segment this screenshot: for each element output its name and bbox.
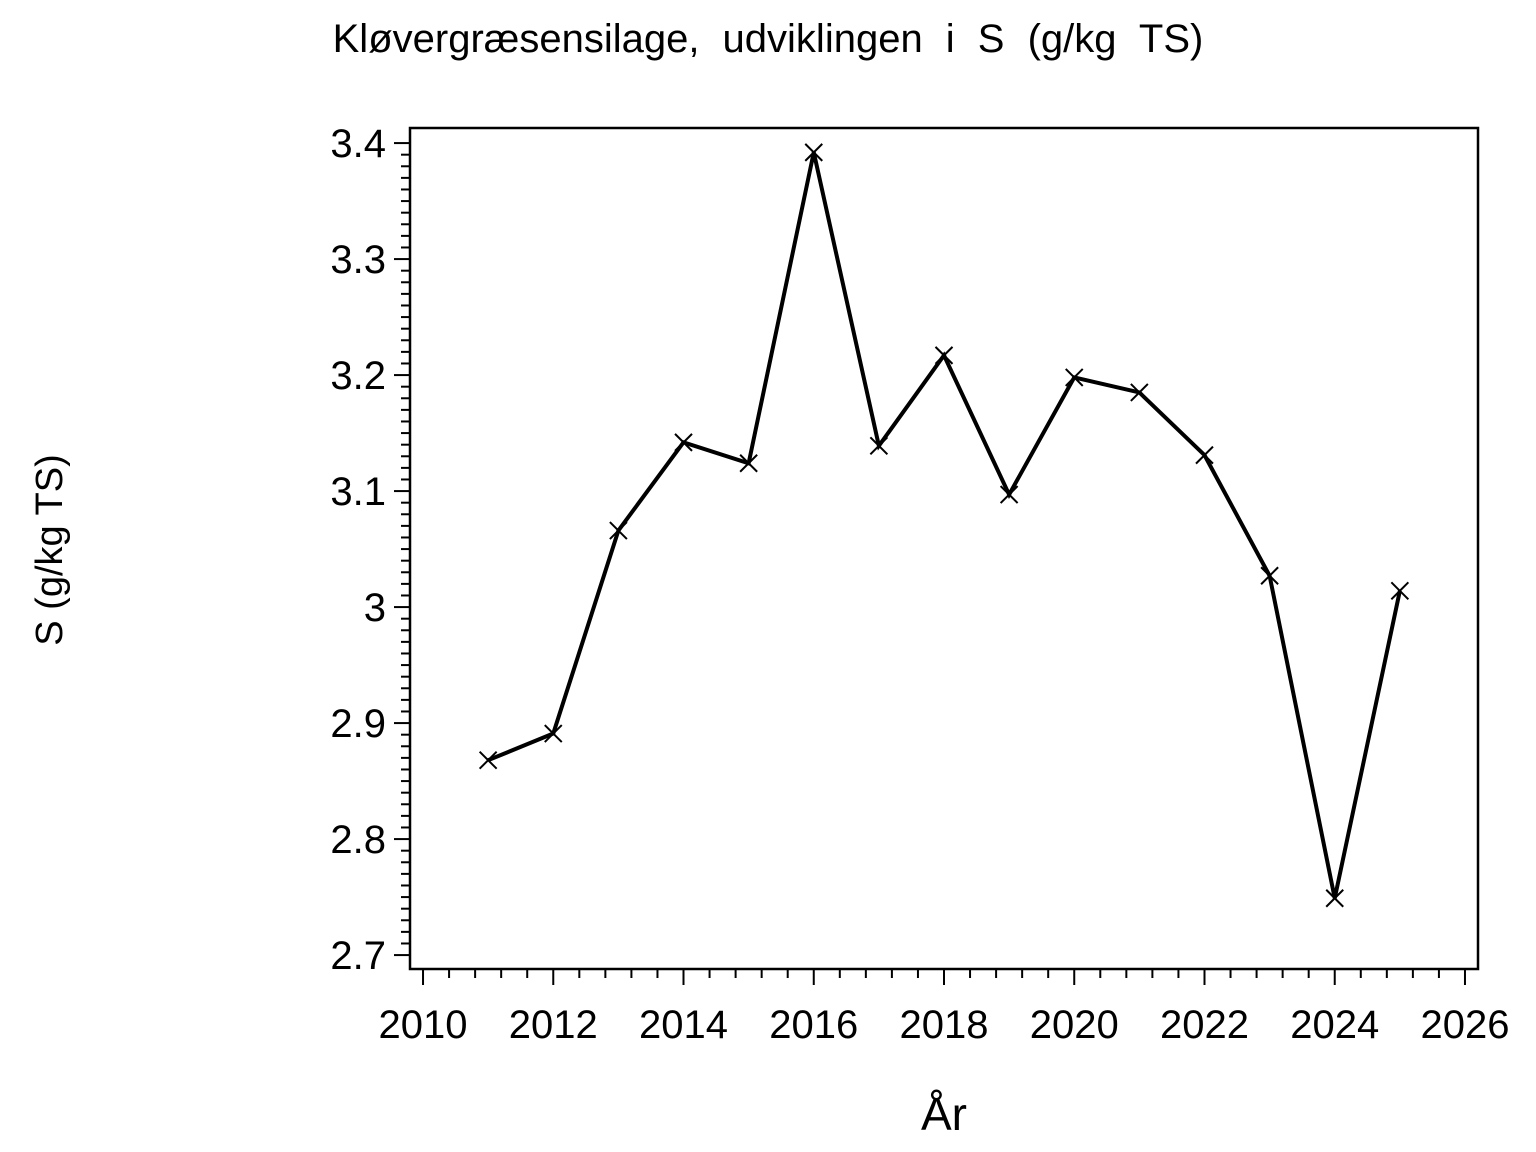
x-tick-label: 2022 <box>1160 1003 1249 1047</box>
y-tick-label: 3.2 <box>330 354 386 398</box>
plot-frame <box>408 126 1480 971</box>
marker-stroke <box>1260 566 1279 585</box>
data-point-marker <box>869 436 889 456</box>
marker-stroke <box>934 346 954 365</box>
data-point-marker <box>1325 889 1344 908</box>
y-tick-label: 3.3 <box>330 238 386 282</box>
marker-stroke <box>999 485 1019 504</box>
y-tick-label: 2.9 <box>330 702 386 746</box>
x-tick-label: 2018 <box>900 1003 989 1047</box>
data-point-marker <box>934 346 954 365</box>
data-point-marker <box>544 724 563 743</box>
y-tick-label: 2.8 <box>330 818 386 862</box>
data-point-marker <box>1195 445 1214 465</box>
marker-stroke <box>1195 445 1214 465</box>
y-tick-label: 3.4 <box>330 122 386 166</box>
x-tick-label: 2010 <box>379 1003 468 1047</box>
data-point-marker <box>1130 383 1149 402</box>
marker-stroke <box>804 143 823 162</box>
x-axis-label: År <box>921 1088 967 1140</box>
marker-stroke <box>609 521 628 540</box>
x-tick-label: 2012 <box>509 1003 598 1047</box>
x-tick-label: 2014 <box>639 1003 728 1047</box>
marker-stroke <box>739 454 758 473</box>
chart-title: Kløvergræsensilage, udviklingen i S (g/k… <box>333 17 1204 61</box>
x-tick-label: 2020 <box>1030 1003 1119 1047</box>
plot-area: 2.7 2.8 2.9 3 3.1 3.2 3.3 3.4 2010 2012 2014 2016 20… <box>330 122 1509 1047</box>
data-point-marker <box>478 750 498 770</box>
marker-stroke <box>1065 368 1084 387</box>
data-point-marker <box>1260 566 1279 585</box>
marker-stroke <box>1390 581 1410 601</box>
data-point-marker <box>739 454 758 473</box>
x-tick-label: 2016 <box>769 1003 858 1047</box>
data-point-marker <box>1065 368 1084 387</box>
data-point-marker <box>804 143 823 162</box>
marker-stroke <box>869 436 889 456</box>
y-tick-label: 2.7 <box>330 934 386 978</box>
data-point-marker <box>674 433 693 452</box>
y-axis-label: S (g/kg TS) <box>29 454 71 645</box>
marker-stroke <box>544 724 563 743</box>
y-tick-label: 3.1 <box>330 470 386 514</box>
marker-stroke <box>1130 383 1149 402</box>
marker-stroke <box>478 750 498 770</box>
x-tick-label: 2026 <box>1420 1003 1509 1047</box>
x-tick-label: 2024 <box>1290 1003 1379 1047</box>
marker-stroke <box>1325 889 1344 908</box>
data-point-marker <box>999 485 1019 504</box>
marker-stroke <box>674 433 693 452</box>
data-point-marker <box>609 521 628 540</box>
data-point-marker <box>1390 581 1410 601</box>
y-tick-label: 3 <box>364 586 386 630</box>
